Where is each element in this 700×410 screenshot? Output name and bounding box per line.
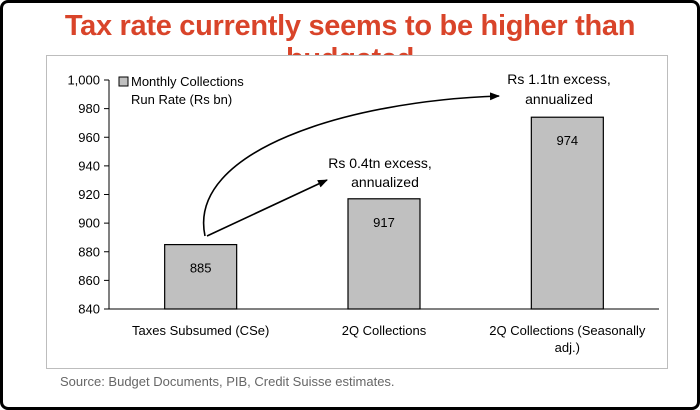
annotation-arrow [206,179,328,237]
bar-data-label: 917 [373,215,395,230]
legend-label: Monthly Collections [131,74,244,89]
x-category-label: 2Q Collections [342,323,427,338]
y-tick-label: 860 [78,273,100,288]
y-tick-label: 980 [78,101,100,116]
annotation-label: annualized [525,91,593,107]
y-tick-label: 920 [78,187,100,202]
bar-data-label: 974 [556,133,578,148]
y-tick-label: 880 [78,244,100,259]
bar-data-label: 885 [190,261,212,276]
x-category-label: 2Q Collections (Seasonally [489,323,646,338]
x-category-label: Taxes Subsumed (CSe) [132,323,269,338]
legend-label: Run Rate (Rs bn) [131,92,232,107]
bar-chart: 1,000 980 960 940 920 900 880 860 840 885 917 974 Ta… [67,71,659,355]
y-tick-label: 900 [78,216,100,231]
x-category-label: adj.) [555,340,580,355]
bar [164,243,238,310]
y-tick-label: 940 [78,158,100,173]
y-tick-label: 1,000 [67,73,100,88]
bar [347,198,421,310]
chart-area: 1,000 980 960 940 920 900 880 860 840 885 917 974 Ta… [46,55,668,369]
legend-swatch [118,76,129,87]
annotation-label: Rs 0.4tn excess, [328,155,432,171]
annotation-label: annualized [351,174,419,190]
y-tick-label: 960 [78,130,100,145]
annotation-label: Rs 1.1tn excess, [507,71,611,87]
source-note: Source: Budget Documents, PIB, Credit Su… [60,374,395,389]
annotation-arrow [202,92,500,237]
bar [530,116,604,310]
y-tick-label: 840 [78,302,100,317]
